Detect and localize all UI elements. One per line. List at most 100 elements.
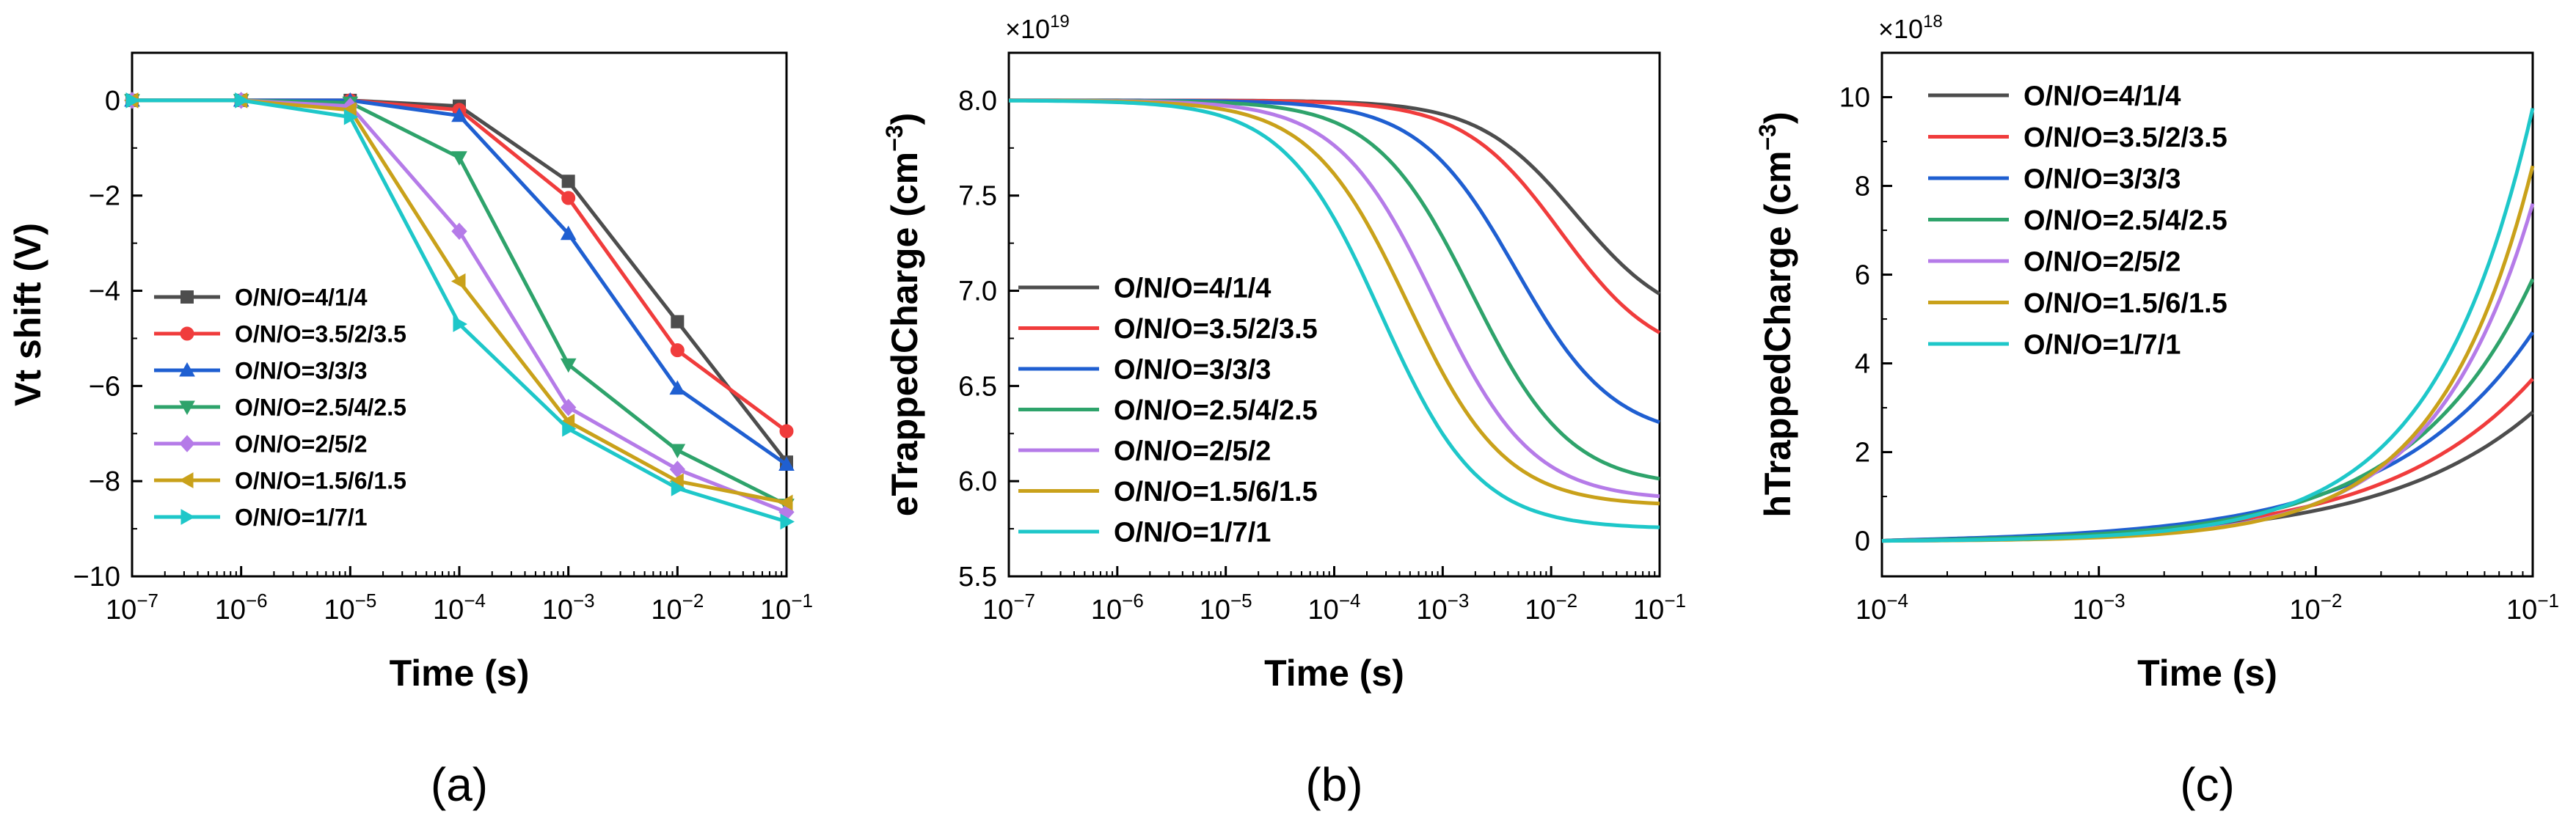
series-line: [1008, 98, 1660, 481]
legend-label: O/N/O=2.5/4/2.5: [1114, 395, 1318, 426]
legend-marker: [180, 326, 194, 341]
x-tick-label: 10−4: [1856, 590, 1908, 625]
x-tick-label: 10−3: [542, 590, 595, 625]
legend-label: O/N/O=3.5/2/3.5: [1114, 314, 1318, 345]
data-point: [451, 107, 467, 122]
data-point: [780, 513, 795, 530]
y-tick-label: 4: [1855, 349, 1870, 380]
legend-label: O/N/O=4/1/4: [1114, 274, 1271, 304]
legend-marker: [179, 435, 195, 452]
panel-label: (a): [431, 758, 488, 811]
data-point: [778, 456, 795, 471]
y-tick-label: −4: [89, 276, 120, 307]
x-tick-label: 10−4: [1308, 590, 1361, 625]
data-point: [669, 444, 686, 459]
data-point: [669, 380, 686, 395]
axis-multiplier: ×1018: [1878, 12, 1943, 44]
series-line: [1881, 108, 2535, 543]
data-point: [561, 191, 576, 205]
data-point: [450, 273, 466, 290]
series-line: [1881, 378, 2534, 543]
x-tick-label: 10−1: [2506, 590, 2559, 625]
legend-marker: [179, 362, 195, 377]
axis-multiplier: ×1019: [1005, 12, 1070, 44]
data-point: [561, 175, 575, 188]
x-tick-label: 10−3: [1416, 590, 1469, 625]
y-tick-label: 2: [1855, 438, 1870, 469]
x-tick-label: 10−2: [2289, 590, 2342, 625]
legend-label: O/N/O=3.5/2/3.5: [2024, 122, 2227, 153]
y-tick-label: 0: [105, 86, 120, 117]
legend-label: O/N/O=2/5/2: [1114, 436, 1271, 467]
y-tick-label: 5.5: [958, 562, 997, 592]
y-tick-label: −6: [89, 371, 120, 402]
series-line: [1009, 98, 1660, 499]
legend-label: O/N/O=3/3/3: [1114, 355, 1271, 386]
legend-label: O/N/O=2/5/2: [2024, 247, 2181, 278]
x-tick-label: 10−2: [1525, 590, 1577, 625]
series-line: [1009, 98, 1660, 425]
data-point: [451, 222, 467, 241]
plot-frame: [1007, 51, 1661, 578]
series-line: [1009, 98, 1660, 529]
data-point: [779, 424, 794, 438]
legend-label: O/N/O=1.5/6/1.5: [235, 468, 406, 494]
x-tick-label: 10−7: [982, 590, 1035, 625]
y-axis-label: hTrappedCharge (cm−3): [1754, 111, 1798, 517]
data-point: [343, 109, 359, 125]
series-line: [1009, 98, 1661, 296]
legend-label: O/N/O=1/7/1: [235, 504, 368, 531]
legend-label: O/N/O=4/1/4: [2024, 81, 2181, 112]
panel-c: 10−4 10−3 10−2 10−1 0 2 4 6 8 10 Time (s) hTrappedC…: [1754, 12, 2559, 811]
legend-marker: [180, 509, 196, 525]
series-line: [1881, 202, 2535, 543]
legend: O/N/O=4/1/4 O/N/O=3.5/2/3.5 O/N/O=3/3/3 O/N…: [1928, 81, 2227, 361]
x-tick-label: 10−6: [1091, 590, 1144, 625]
legend-label: O/N/O=1/7/1: [1114, 518, 1271, 548]
data-point: [235, 92, 249, 109]
legend-label: O/N/O=3/3/3: [235, 358, 368, 384]
data-point: [671, 315, 685, 329]
data-point: [778, 494, 793, 511]
x-axis-label: Time (s): [2137, 653, 2277, 694]
y-tick-label: 10: [1839, 83, 1870, 114]
legend-label: O/N/O=1.5/6/1.5: [2024, 288, 2227, 319]
series-line: [1009, 98, 1660, 506]
data-point: [451, 151, 467, 166]
legend-label: O/N/O=3/3/3: [2024, 164, 2181, 195]
legend: O/N/O=4/1/4 O/N/O=3.5/2/3.5 O/N/O=3/3/3 O/N…: [1018, 274, 1318, 548]
x-tick-label: 10−5: [324, 590, 376, 625]
panel-a: 10−7 10−6 10−5 10−4 10−3 10−2 10−1 0 −2 −4 −6 −8 −10…: [7, 51, 813, 811]
y-tick-label: 0: [1855, 526, 1870, 557]
legend-marker: [179, 400, 195, 416]
x-tick-label: 10−6: [215, 590, 268, 625]
y-tick-label: 7.0: [958, 276, 997, 307]
y-tick-label: 8: [1855, 172, 1870, 202]
x-tick-label: 10−5: [1200, 590, 1252, 625]
legend-label: O/N/O=4/1/4: [235, 285, 368, 311]
legend-label: O/N/O=2/5/2: [235, 431, 368, 458]
y-tick-label: 8.0: [958, 86, 997, 117]
legend-label: O/N/O=1.5/6/1.5: [1114, 477, 1318, 507]
x-axis-label: Time (s): [1264, 653, 1404, 694]
x-tick-label: 10−1: [1633, 590, 1686, 625]
panel-b: 10−7 10−6 10−5 10−4 10−3 10−2 10−1 5.5 6.0 6.5 7.0…: [881, 12, 1686, 811]
y-tick-label: −2: [89, 181, 120, 212]
x-tick-label: 10−1: [760, 590, 813, 625]
legend-label: O/N/O=1/7/1: [2024, 330, 2181, 361]
data-point: [560, 358, 577, 373]
legend-label: O/N/O=3.5/2/3.5: [235, 321, 406, 348]
y-tick-label: −8: [89, 466, 120, 497]
legend-marker: [178, 472, 194, 488]
data-point: [562, 420, 577, 437]
data-point: [125, 92, 141, 109]
data-point: [670, 343, 685, 358]
plot-frame: [131, 51, 788, 578]
series-line: [132, 98, 788, 433]
legend-marker: [180, 290, 194, 304]
legend: O/N/O=4/1/4 O/N/O=3.5/2/3.5 O/N/O=3/3/3 O/N…: [154, 285, 406, 531]
plot-frame: [1880, 51, 2534, 578]
x-axis-label: Time (s): [390, 653, 530, 694]
y-axis-label: eTrappedCharge (cm−3): [881, 113, 925, 517]
